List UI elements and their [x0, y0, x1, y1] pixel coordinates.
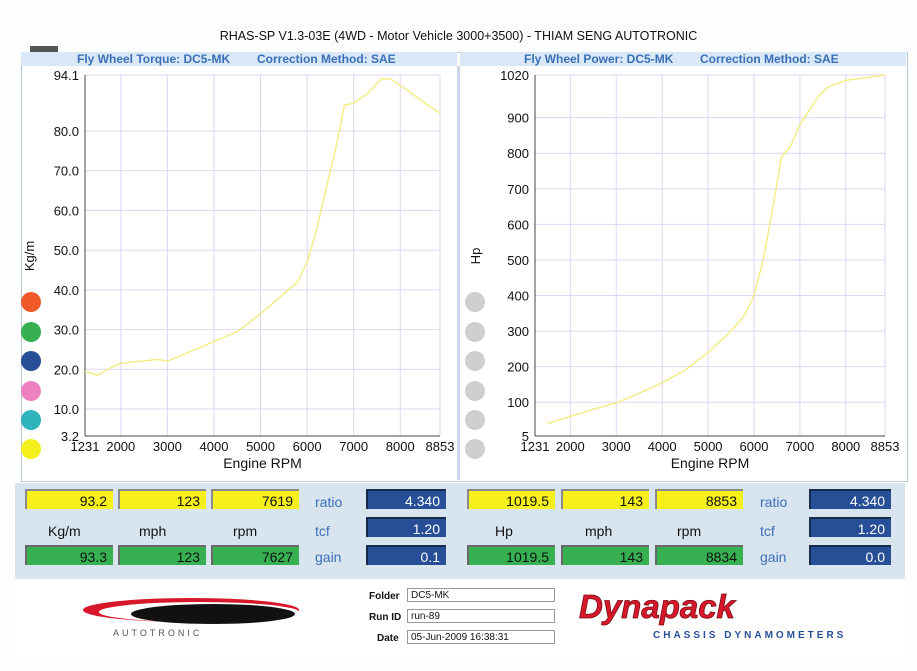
torque-mph-box: 123 [118, 489, 206, 509]
y-tick-label: 80.0 [54, 124, 79, 139]
y-axis-title: Kg/m [22, 241, 37, 271]
runid-label: Run ID [369, 612, 402, 623]
footer: AUTOTRONIC Folder DC5-MK Run ID run-89 D… [15, 582, 905, 662]
power-dot-5[interactable] [465, 410, 485, 430]
y-tick-label: 30.0 [54, 323, 79, 338]
x-tick-label: 8853 [426, 439, 455, 454]
power-tcf-label: tcf [760, 523, 775, 539]
y-tick-label: 94.1 [54, 68, 79, 83]
y-tick-label: 50.0 [54, 243, 79, 258]
power-panel-header: Fly Wheel Power: DC5-MK Correction Metho… [460, 52, 906, 66]
runid-value: run-89 [407, 609, 555, 623]
power-unit-label: Hp [495, 523, 513, 539]
x-tick-label: 6000 [293, 439, 322, 454]
power-header-method: Correction Method: SAE [700, 52, 839, 66]
torque-rpm-label: rpm [233, 523, 258, 539]
torque-value-box: 93.2 [25, 489, 113, 509]
power-peak-mph-box: 143 [561, 545, 649, 565]
power-peak-box: 1019.5 [467, 545, 555, 565]
tcf-value: 1.20 [366, 517, 446, 537]
autotronic-logo: AUTOTRONIC [83, 598, 299, 638]
power-rpm-label: rpm [677, 523, 702, 539]
torque-header-method: Correction Method: SAE [257, 52, 396, 66]
power-ratio-value: 4.340 [809, 489, 891, 509]
y-tick-label: 20.0 [54, 362, 79, 377]
y-tick-label: 40.0 [54, 283, 79, 298]
power-mph-label: mph [585, 523, 613, 539]
power-dot-6[interactable] [465, 439, 485, 459]
power-dot-3[interactable] [465, 351, 485, 371]
x-tick-label: 2000 [106, 439, 135, 454]
power-mph-box: 143 [561, 489, 649, 509]
x-tick-label: 4000 [200, 439, 229, 454]
dynapack-text: Dynapack [579, 588, 737, 625]
dynapack-logo: Dynapack CHASSIS DYNAMOMETERS [579, 588, 846, 641]
torque-header-title: Fly Wheel Torque: DC5-MK [77, 52, 231, 66]
date-label: Date [377, 633, 399, 644]
autotronic-text: AUTOTRONIC [113, 628, 202, 638]
y-tick-label: 70.0 [54, 164, 79, 179]
folder-value: DC5-MK [407, 588, 555, 602]
power-header-title: Fly Wheel Power: DC5-MK [524, 52, 674, 66]
torque-peak-rpm-box: 7627 [211, 545, 299, 565]
torque-panel: Fly Wheel Torque: DC5-MK Correction Meth… [21, 52, 457, 480]
dynapack-subtitle: CHASSIS DYNAMOMETERS [653, 630, 846, 641]
ratio-value: 4.340 [366, 489, 446, 509]
tcf-label: tcf [315, 523, 330, 539]
panel-separator [457, 66, 460, 480]
x-tick-label: 1231 [71, 439, 100, 454]
y-tick-label: 10.0 [54, 402, 79, 417]
x-tick-label: 5000 [246, 439, 275, 454]
y-tick-label: 3.2 [61, 429, 79, 444]
torque-mph-label: mph [139, 523, 167, 539]
ratio-label: ratio [315, 494, 343, 510]
power-panel: Fly Wheel Power: DC5-MK Correction Metho… [460, 52, 906, 480]
x-tick-label: 8000 [386, 439, 415, 454]
power-tcf-value: 1.20 [809, 517, 891, 537]
torque-rpm-box: 7619 [211, 489, 299, 509]
torque-peak-box: 93.3 [25, 545, 113, 565]
power-value-box: 1019.5 [467, 489, 555, 509]
date-value: 05-Jun-2009 16:38:31 [407, 630, 555, 644]
torque-peak-mph-box: 123 [118, 545, 206, 565]
x-axis-title: Engine RPM [223, 455, 302, 471]
torque-panel-header: Fly Wheel Torque: DC5-MK Correction Meth… [21, 52, 457, 66]
power-peak-rpm-box: 8834 [655, 545, 743, 565]
power-dot-4[interactable] [465, 381, 485, 401]
torque-unit-label: Kg/m [48, 523, 81, 539]
run-color-dot-1[interactable] [21, 292, 41, 312]
power-ratio-label: ratio [760, 494, 788, 510]
power-dot-1[interactable] [465, 292, 485, 312]
power-gain-label: gain [760, 549, 787, 565]
folder-label: Folder [369, 591, 400, 602]
readouts-panel: 93.2 123 7619 Kg/m mph rpm 93.3 123 7627… [15, 483, 905, 579]
run-color-dot-6[interactable] [21, 439, 41, 459]
gain-label: gain [315, 549, 342, 565]
run-color-dot-5[interactable] [21, 410, 41, 430]
power-gain-value: 0.0 [809, 545, 891, 565]
power-rpm-box: 8853 [655, 489, 743, 509]
power-dot-2[interactable] [465, 322, 485, 342]
run-color-dot-4[interactable] [21, 381, 41, 401]
report-title: RHAS-SP V1.3-03E (4WD - Motor Vehicle 30… [219, 29, 698, 43]
run-color-dot-2[interactable] [21, 322, 41, 342]
run-color-dot-3[interactable] [21, 351, 41, 371]
x-tick-label: 7000 [339, 439, 368, 454]
series-line-0 [84, 77, 441, 376]
x-tick-label: 3000 [153, 439, 182, 454]
y-tick-label: 60.0 [54, 203, 79, 218]
gain-value: 0.1 [366, 545, 446, 565]
